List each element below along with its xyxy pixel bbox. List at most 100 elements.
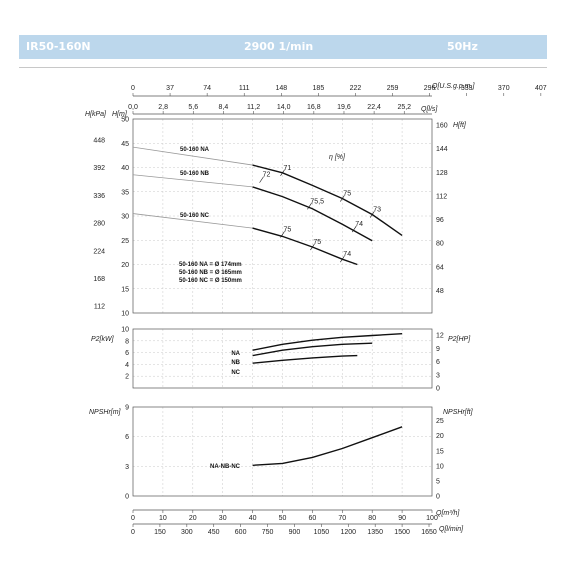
lmin-tick-label: 900 [289,529,301,536]
m3h-tick-label: 100 [426,515,438,522]
lmin-tick-label: 300 [181,529,193,536]
m3h-tick-label: 50 [279,515,287,522]
ls-tick-label: 11,2 [247,104,260,111]
lmin-tick-label: 1050 [314,529,330,536]
npsh-ft-axis-label: NPSHr[ft] [443,409,474,416]
m3h-tick-label: 10 [159,515,167,522]
efficiency-mark-label: 75 [284,226,292,233]
plot-frames [132,95,433,525]
diameter-note-nb: 50-160 NB = Ø 165mm [179,270,242,276]
efficiency-mark [369,211,375,218]
head-ft-tick-label: 64 [436,264,444,271]
curve-nc-curve [252,227,358,266]
power-kw-axis-label: P2[kW] [91,336,115,343]
gpm-tick-label: 74 [203,85,211,92]
head-ft-tick-label: 144 [436,146,448,153]
power-series-label: NB [231,360,240,366]
m3h-tick-label: 80 [368,515,376,522]
gpm-tick-label: 296 [424,85,436,92]
power-series-label: NA [231,351,240,357]
power-hp-tick-label: 12 [436,333,444,340]
lmin-axis-label: Q[l/min] [439,526,464,533]
efficiency-mark [340,255,345,263]
power-kw-tick-label: 4 [125,362,129,369]
head-ft-tick-label: 128 [436,170,448,177]
efficiency-mark-label: 72 [263,172,271,179]
head-series-label: 50-160 NA [180,147,210,153]
head-ft-tick-label: 80 [436,241,444,248]
m3h-tick-label: 20 [189,515,197,522]
power-frame [132,328,433,389]
efficiency-label: η [%] [329,154,346,161]
npsh-ft-tick-label: 25 [436,418,444,425]
head-ft-tick-label: 160 [436,122,448,129]
header-divider [19,67,547,68]
head-kpa-tick-label: 112 [94,304,105,311]
head-ft-tick-label: 48 [436,288,444,295]
efficiency-mark [280,231,285,238]
lmin-tick-label: 750 [262,529,274,536]
power-hp-tick-label: 3 [436,372,440,379]
power-na-curve [252,333,403,351]
power-nb-curve [252,342,373,357]
head-m-tick-label: 40 [121,165,129,172]
head-kpa-tick-label: 448 [93,138,105,145]
ls-tick-label: 0,0 [128,104,138,111]
m3h-axis-label: Q[m³/h] [436,510,460,517]
efficiency-mark-label: 74 [343,251,351,258]
power-kw-tick-label: 6 [125,350,129,357]
ls-tick-label: 22,4 [367,104,381,111]
curves [132,146,403,466]
power-hp-tick-label: 6 [436,359,440,366]
head-ft-tick-label: 112 [436,193,447,200]
npsh-ft-tick-label: 10 [436,463,444,470]
diameter-note-na: 50-160 NA = Ø 174mm [179,262,242,268]
lmin-tick-label: 1200 [340,529,356,536]
gpm-tick-label: 0 [131,85,135,92]
axis-ticks [132,93,542,527]
npsh-m-tick-label: 9 [125,405,129,412]
lmin-tick-label: 1350 [367,529,383,536]
head-m-tick-label: 30 [121,214,129,221]
efficiency-mark-label: 75,5 [310,198,324,205]
head-m-tick-label: 15 [121,286,129,293]
head-m-tick-label: 35 [121,189,129,196]
ls-tick-label: 19,6 [337,104,351,111]
efficiency-mark [310,243,315,251]
gpm-axis-label: Q[U.S.g.p.m.] [432,83,475,90]
gpm-tick-label: 185 [313,85,325,92]
head-kpa-tick-label: 392 [93,165,105,172]
grid-lines [133,119,432,496]
head-m-tick-label: 20 [121,262,129,269]
npsh-ft-tick-label: 15 [436,448,444,455]
power-nc-curve [252,354,358,364]
head-m-axis-label: H[m] [112,111,128,118]
curve-nc-shutoff-line [132,213,253,229]
npsh-m-tick-label: 0 [125,494,129,501]
head-series-label: 50-160 NC [180,213,210,219]
power-hp-axis-label: P2[HP] [448,336,471,343]
npsh-m-tick-label: 6 [125,434,129,441]
gpm-tick-label: 259 [387,85,399,92]
head-kpa-tick-label: 336 [93,193,105,200]
head-m-tick-label: 50 [121,117,129,124]
head-kpa-tick-label: 280 [93,221,105,228]
head-ft-axis-label: H[ft] [453,122,467,129]
lmin-tick-label: 1500 [394,529,410,536]
ls-tick-label: 5,6 [188,104,198,111]
gpm-tick-label: 407 [535,85,547,92]
gpm-tick-label: 148 [275,85,287,92]
head-frame [132,118,433,314]
diameter-note-nc: 50-160 NC = Ø 150mm [179,278,242,284]
curve-na-curve [252,164,403,236]
power-hp-tick-label: 0 [436,386,440,393]
m3h-tick-label: 0 [131,515,135,522]
npsh-m-axis-label: NPSHr[m] [89,409,122,416]
ls-tick-label: 25,2 [397,104,411,111]
power-series-label: NC [231,370,240,376]
speed-label: 2900 1/min [244,40,314,53]
head-series-label: 50-160 NB [180,171,210,177]
efficiency-mark [340,195,345,202]
gpm-tick-label: 222 [350,85,362,92]
head-m-tick-label: 25 [121,238,129,245]
